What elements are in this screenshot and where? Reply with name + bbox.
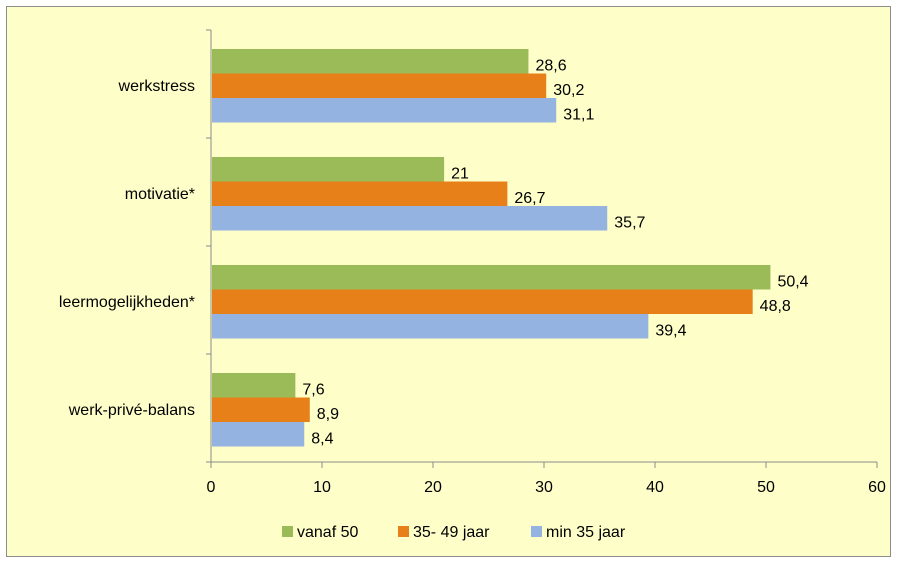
x-tick-label: 0 (207, 479, 216, 496)
bar (212, 157, 445, 182)
bar (212, 181, 508, 206)
category-label: motivatie* (125, 186, 195, 203)
category-label: leermogelijkheden* (59, 294, 195, 311)
data-label: 35,7 (614, 214, 645, 231)
category-label: werkstress (118, 78, 195, 95)
data-label: 50,4 (777, 273, 808, 290)
x-tick-label: 40 (646, 479, 664, 496)
bar (212, 422, 305, 447)
bar (212, 373, 296, 398)
data-label: 28,6 (535, 57, 566, 74)
data-label: 39,4 (655, 322, 686, 339)
legend-label: 35- 49 jaar (413, 524, 490, 541)
bar (212, 397, 310, 422)
legend-label: min 35 jaar (546, 524, 626, 541)
x-tick-label: 20 (424, 479, 442, 496)
bar (212, 265, 771, 290)
data-label: 8,4 (311, 430, 333, 447)
data-label: 26,7 (514, 190, 545, 207)
data-label: 21 (451, 165, 469, 182)
bar (212, 49, 529, 74)
x-tick-label: 60 (868, 479, 886, 496)
data-label: 48,8 (760, 298, 791, 315)
data-label: 30,2 (553, 82, 584, 99)
bar (212, 314, 649, 339)
data-label: 31,1 (563, 106, 594, 123)
legend-swatch (398, 526, 409, 537)
bar (212, 73, 547, 98)
data-label: 7,6 (302, 381, 324, 398)
legend-swatch (282, 526, 293, 537)
x-tick-label: 50 (757, 479, 775, 496)
bar (212, 289, 753, 314)
legend-label: vanaf 50 (297, 524, 358, 541)
x-tick-label: 10 (313, 479, 331, 496)
bar (212, 206, 608, 231)
bar (212, 98, 557, 123)
legend-swatch (531, 526, 542, 537)
data-label: 8,9 (317, 406, 339, 423)
x-tick-label: 30 (535, 479, 553, 496)
category-label: werk-privé-balans (68, 402, 195, 419)
